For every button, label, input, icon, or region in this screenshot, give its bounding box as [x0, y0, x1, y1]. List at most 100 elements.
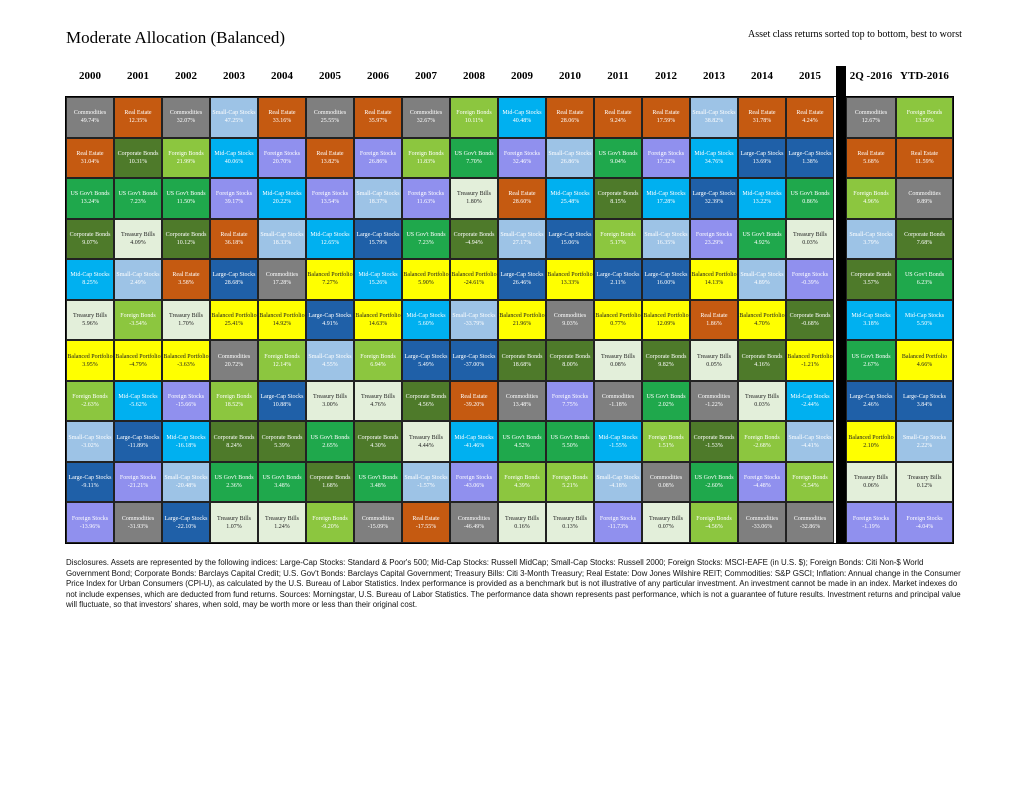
return-value: 0.08%: [610, 361, 626, 368]
return-cell: Foreign Stocks 7.75%: [546, 380, 594, 422]
return-value: 28.60%: [512, 199, 532, 206]
asset-name: Foreign Bonds: [120, 312, 156, 319]
asset-name: Real Estate: [910, 150, 939, 157]
return-cell: Foreign Stocks 13.54%: [306, 178, 354, 219]
column-header: 2013: [703, 70, 725, 82]
return-value: 6.23%: [916, 280, 933, 287]
asset-name: US Gov't Bonds: [262, 475, 302, 482]
return-value: 0.86%: [802, 199, 818, 206]
asset-name: US Gov't Bonds: [358, 475, 398, 482]
return-cell: Commodities 13.48%: [498, 380, 546, 422]
return-cell: Small-Cap Stocks 3.79%: [846, 218, 896, 260]
return-value: 31.04%: [80, 158, 100, 165]
asset-name: US Gov't Bonds: [851, 353, 891, 360]
return-cell: Balanced Portfolio 3.95%: [66, 340, 114, 381]
return-value: -9.20%: [321, 523, 339, 530]
return-cell: Foreign Bonds -2.68%: [738, 421, 786, 462]
return-value: 10.12%: [176, 239, 196, 246]
asset-name: Foreign Stocks: [407, 191, 445, 198]
return-value: 5.60%: [418, 320, 434, 327]
asset-name: US Gov't Bonds: [214, 475, 254, 482]
return-cell: Large-Cap Stocks 4.91%: [306, 299, 354, 341]
return-cell: Mid-Cap Stocks 20.22%: [258, 178, 306, 219]
asset-name: Large-Cap Stocks: [849, 394, 893, 401]
return-value: 3.48%: [274, 483, 290, 490]
asset-name: Large-Cap Stocks: [404, 353, 448, 360]
asset-name: Corporate Bonds: [213, 434, 255, 441]
asset-name: Mid-Cap Stocks: [904, 312, 945, 319]
return-cell: Commodities 17.28%: [258, 259, 306, 300]
return-cell: Corporate Bonds -4.94%: [450, 218, 498, 260]
return-cell: Mid-Cap Stocks -5.62%: [114, 380, 162, 422]
return-cell: US Gov't Bonds 4.52%: [498, 421, 546, 462]
return-value: 4.91%: [322, 320, 338, 327]
return-cell: Foreign Stocks 32.46%: [498, 137, 546, 179]
return-cell: Real Estate 17.59%: [642, 97, 690, 138]
column-header: 2000: [79, 70, 101, 82]
return-cell: Large-Cap Stocks 16.00%: [642, 259, 690, 300]
return-cell: US Gov't Bonds 2.02%: [642, 380, 690, 422]
asset-name: Small-Cap Stocks: [308, 353, 352, 360]
return-cell: Commodities -31.93%: [114, 502, 162, 543]
column-header: 2010: [559, 70, 581, 82]
return-value: 9.07%: [82, 239, 98, 246]
column-header: 2Q -2016: [849, 70, 893, 82]
column-header: 2011: [607, 70, 629, 82]
return-value: 32.67%: [416, 118, 436, 125]
asset-name: Small-Cap Stocks: [740, 272, 784, 279]
return-cell: Small-Cap Stocks 27.17%: [498, 218, 546, 260]
return-value: -1.19%: [862, 523, 880, 530]
asset-name: Foreign Bonds: [216, 394, 252, 401]
asset-name: Real Estate: [460, 394, 488, 401]
asset-name: Real Estate: [412, 515, 440, 522]
asset-name: Treasury Bills: [169, 312, 203, 319]
asset-name: Foreign Stocks: [695, 231, 733, 238]
asset-name: Corporate Bonds: [117, 150, 159, 157]
asset-name: Large-Cap Stocks: [164, 515, 208, 522]
return-cell: Corporate Bonds 4.30%: [354, 421, 402, 462]
asset-name: Mid-Cap Stocks: [454, 434, 494, 441]
asset-name: Large-Cap Stocks: [548, 231, 592, 238]
asset-name: Foreign Bonds: [504, 475, 540, 482]
asset-name: Corporate Bonds: [69, 231, 111, 238]
return-value: 13.24%: [80, 199, 100, 206]
return-value: -1.57%: [417, 483, 435, 490]
asset-name: Small-Cap Stocks: [902, 434, 947, 441]
return-value: 7.23%: [418, 239, 434, 246]
return-cell: Commodities 9.03%: [546, 299, 594, 341]
return-cell: Foreign Stocks -21.21%: [114, 461, 162, 503]
return-value: 32.07%: [176, 118, 196, 125]
asset-name: Corporate Bonds: [165, 231, 207, 238]
asset-name: Foreign Stocks: [311, 191, 349, 198]
return-value: 5.17%: [610, 239, 626, 246]
return-cell: Commodities -32.86%: [786, 502, 834, 543]
table-frame: [65, 96, 954, 544]
asset-name: Treasury Bills: [217, 515, 251, 522]
return-cell: Treasury Bills 0.12%: [896, 461, 953, 503]
asset-name: Corporate Bonds: [597, 191, 639, 198]
return-value: 5.49%: [418, 361, 434, 368]
return-value: -3.63%: [177, 361, 195, 368]
asset-name: Commodities: [169, 110, 203, 117]
return-cell: Foreign Stocks -4.48%: [738, 461, 786, 503]
asset-name: Foreign Bonds: [456, 110, 492, 117]
return-cell: Large-Cap Stocks -9.11%: [66, 461, 114, 503]
return-cell: US Gov't Bonds 13.24%: [66, 178, 114, 219]
asset-name: Corporate Bonds: [741, 353, 783, 360]
return-value: -1.18%: [609, 402, 627, 409]
return-value: 5.50%: [916, 320, 933, 327]
disclosures: Disclosures. Assets are represented by t…: [66, 558, 961, 610]
return-value: -2.63%: [81, 402, 99, 409]
return-cell: US Gov't Bonds 9.04%: [594, 137, 642, 179]
return-value: 12.14%: [272, 361, 292, 368]
return-value: 28.68%: [224, 280, 244, 287]
return-value: 4.24%: [802, 118, 818, 125]
asset-name: Commodities: [601, 394, 635, 401]
return-cell: Balanced Portfolio 12.09%: [642, 299, 690, 341]
return-value: -11.73%: [607, 523, 629, 530]
asset-name: Corporate Bonds: [357, 434, 399, 441]
return-cell: Treasury Bills 3.00%: [306, 380, 354, 422]
return-cell: Corporate Bonds 9.82%: [642, 340, 690, 381]
return-cell: Mid-Cap Stocks 5.60%: [402, 299, 450, 341]
asset-name: Foreign Bonds: [312, 515, 348, 522]
